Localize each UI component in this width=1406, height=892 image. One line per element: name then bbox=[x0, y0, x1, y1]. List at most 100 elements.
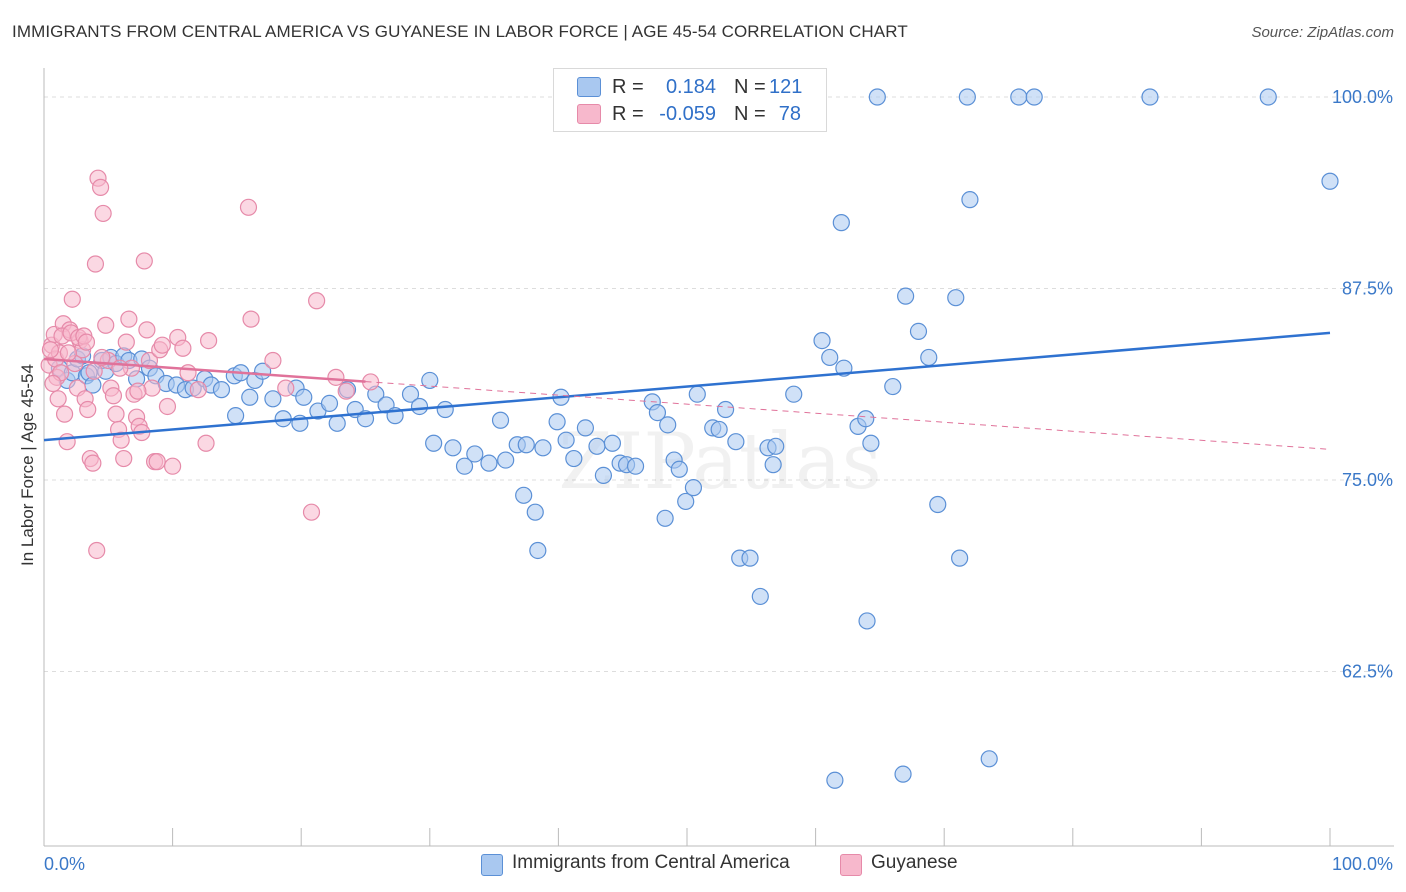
blue-data-point bbox=[212, 381, 231, 399]
blue-data-point bbox=[1321, 172, 1339, 190]
pink-data-point bbox=[41, 341, 60, 359]
blue-data-point bbox=[858, 612, 876, 630]
blue-data-point bbox=[648, 403, 667, 422]
legend-n-value: 121 bbox=[769, 76, 803, 98]
blue-data-point bbox=[529, 541, 547, 560]
legend-r-value: 0.184 bbox=[665, 76, 716, 98]
legend-n-value: 78 bbox=[778, 103, 801, 125]
blue-data-point bbox=[670, 460, 688, 478]
pink-trend-line bbox=[43, 357, 366, 383]
pink-data-point bbox=[59, 344, 78, 362]
legend-n-label: N = bbox=[734, 76, 766, 98]
blue-data-point bbox=[295, 388, 313, 406]
pink-data-point bbox=[135, 252, 153, 270]
blue-data-point bbox=[961, 191, 979, 209]
legend-r-value: -0.059 bbox=[659, 103, 716, 125]
source-label: Source: ZipAtlas.com bbox=[1251, 24, 1394, 41]
blue-data-point bbox=[894, 765, 912, 783]
blue-data-point bbox=[677, 492, 695, 511]
blue-data-point bbox=[813, 331, 831, 350]
pink-data-point bbox=[148, 453, 166, 471]
pink-data-point bbox=[112, 431, 130, 449]
pink-data-point bbox=[120, 310, 138, 328]
pink-data-point bbox=[58, 433, 76, 451]
blue-data-point bbox=[884, 377, 902, 396]
blue-data-point bbox=[455, 457, 474, 475]
blue-data-point bbox=[688, 385, 706, 403]
blue-data-point bbox=[656, 509, 674, 527]
pink-data-point bbox=[94, 204, 112, 223]
legend-n-label: N = bbox=[734, 103, 766, 125]
pink-data-point bbox=[93, 348, 111, 367]
blue-data-point bbox=[951, 549, 969, 567]
pink-data-point bbox=[49, 390, 67, 408]
blue-data-point bbox=[444, 439, 462, 457]
pink-data-point bbox=[242, 310, 260, 328]
blue-data-point bbox=[576, 419, 595, 437]
legend-swatch-blue bbox=[577, 77, 601, 97]
pink-data-point bbox=[55, 405, 74, 423]
blue-trend-line bbox=[43, 331, 1331, 442]
blue-data-point bbox=[515, 486, 533, 504]
legend-label: Immigrants from Central America bbox=[512, 852, 790, 873]
pink-data-point bbox=[63, 290, 81, 308]
blue-data-point bbox=[716, 400, 735, 419]
blue-data-point bbox=[410, 397, 429, 416]
blue-data-point bbox=[1010, 88, 1028, 106]
pink-data-point bbox=[104, 387, 123, 405]
blue-data-point bbox=[557, 431, 575, 449]
chart-title: IMMIGRANTS FROM CENTRAL AMERICA VS GUYAN… bbox=[12, 22, 908, 41]
pink-data-point bbox=[129, 382, 147, 400]
blue-data-point bbox=[401, 385, 420, 403]
blue-data-point bbox=[1025, 88, 1043, 106]
blue-data-point bbox=[947, 289, 965, 307]
blue-data-point bbox=[857, 410, 875, 428]
pink-data-point bbox=[153, 336, 171, 354]
blue-data-point bbox=[862, 434, 880, 452]
blue-data-point bbox=[480, 454, 498, 472]
blue-data-point bbox=[241, 388, 259, 406]
blue-data-point bbox=[626, 457, 645, 475]
pink-data-point bbox=[138, 321, 156, 339]
pink-data-point bbox=[111, 359, 129, 377]
blue-data-point bbox=[436, 400, 454, 419]
pink-data-point bbox=[97, 316, 115, 334]
correlation-legend: R = 0.184 N = 121 R = -0.059 N = 78 bbox=[553, 68, 827, 132]
pink-data-point bbox=[85, 362, 103, 380]
blue-data-point bbox=[594, 466, 613, 485]
blue-data-point bbox=[741, 549, 759, 567]
blue-data-point bbox=[659, 416, 677, 434]
blue-data-point bbox=[264, 390, 282, 408]
pink-data-point bbox=[143, 379, 161, 397]
legend-label: Guyanese bbox=[871, 852, 958, 873]
blue-data-point bbox=[764, 456, 782, 474]
blue-data-point bbox=[548, 413, 566, 431]
x-tick-label: 100.0% bbox=[1332, 854, 1393, 874]
blue-data-point bbox=[603, 434, 622, 452]
blue-data-point bbox=[588, 437, 606, 455]
pink-data-point bbox=[86, 255, 105, 273]
pink-data-point bbox=[79, 400, 97, 419]
blue-data-point bbox=[497, 451, 515, 469]
x-tick-label: 0.0% bbox=[44, 854, 85, 874]
legend-row-pink: R = -0.059 N = 78 bbox=[554, 100, 826, 128]
blue-data-point bbox=[868, 88, 886, 106]
pink-data-point bbox=[337, 382, 355, 400]
pink-data-point bbox=[88, 541, 106, 560]
pink-data-point bbox=[239, 198, 258, 216]
y-tick-label: 62.5% bbox=[1342, 662, 1393, 682]
pink-data-point bbox=[277, 379, 295, 397]
blue-data-point bbox=[227, 407, 245, 425]
blue-data-point bbox=[425, 434, 443, 452]
legend-swatch-pink bbox=[577, 104, 601, 124]
legend-r-label: R = bbox=[612, 103, 644, 125]
blue-data-point bbox=[785, 385, 803, 403]
y-tick-label: 100.0% bbox=[1332, 87, 1393, 107]
blue-data-point bbox=[751, 587, 769, 606]
pink-data-point bbox=[44, 374, 62, 393]
pink-data-point bbox=[117, 333, 135, 351]
blue-data-point bbox=[821, 348, 839, 367]
pink-data-point bbox=[107, 405, 125, 423]
pink-data-point bbox=[77, 333, 96, 351]
